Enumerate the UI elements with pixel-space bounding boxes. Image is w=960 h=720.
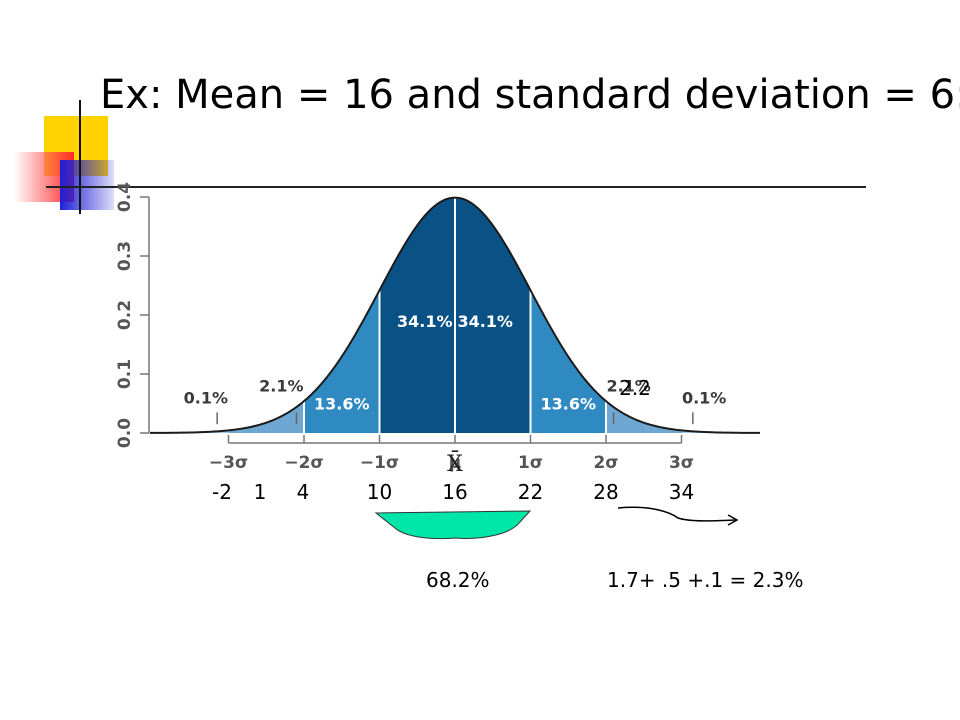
region-label: 2.1% [259,377,303,396]
density-curve [149,196,761,434]
mean-value: -2 [212,480,232,504]
region-label: 13.6% [314,394,370,413]
region-label: 2.1% [606,377,650,396]
tail-arrow [617,506,736,522]
x-tick-label: −3σ [209,453,248,473]
mean-value: 1 [253,480,267,504]
region-label: 13.6% [540,394,596,413]
tail-arrow-head [727,514,739,526]
logo-blue-square [60,160,114,210]
x-tick-label: −1σ [360,453,399,473]
within-one-sd-note: 68.2% [426,568,490,592]
y-tick-label: 0.0 [115,418,135,448]
x-tick-label: 3σ [669,453,694,473]
x-tick-label: −2σ [284,453,323,473]
title-underline [46,186,866,188]
mean-value: 28 [593,480,619,504]
mean-symbol: X̄ [447,450,463,477]
y-tick-label: 0.2 [115,300,135,330]
band-outer-right [606,401,682,433]
y-tick-label: 0.3 [115,241,135,271]
logo-vertical-line [79,100,81,214]
region-label: 0.1% [682,389,726,408]
handwritten-value: 2.2 [619,376,651,400]
x-tick-label: 2σ [593,453,618,473]
y-tick-label: 0.1 [115,359,135,389]
mean-value: 10 [366,480,393,504]
y-tick-label: 0.4 [115,182,135,212]
x-tick-label: μ [449,453,462,473]
highlight-region [374,510,532,540]
mean-value: 22 [517,480,544,504]
upper-tail-sum-note: 1.7+ .5 +.1 = 2.3% [607,568,804,592]
region-label: 0.1% [184,389,228,408]
mean-value: 4 [296,480,310,504]
x-tick-label: 1σ [518,453,543,473]
band-outer-left [228,401,304,433]
mean-value: 16 [442,480,468,504]
mean-value: 34 [668,480,695,504]
region-label: 34.1% [457,312,513,331]
slide-title: Ex: Mean = 16 and standard deviation = 6… [100,72,960,118]
region-label: 34.1% [397,312,453,331]
